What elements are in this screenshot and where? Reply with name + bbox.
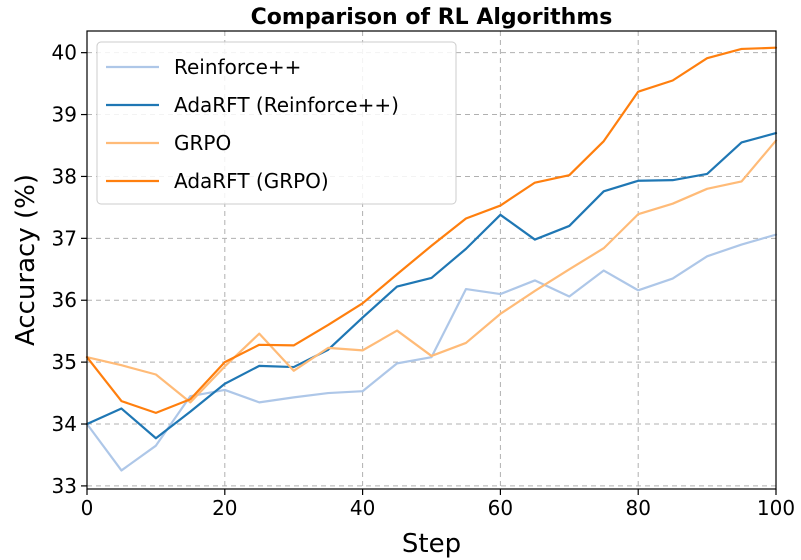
- legend: Reinforce++ AdaRFT (Reinforce++) GRPO AdaRF…: [96, 41, 457, 205]
- series-line-3: [85, 139, 778, 404]
- y-tick-label: 40: [52, 41, 77, 65]
- y-tick-label: 35: [52, 350, 77, 374]
- y-tick-label: 39: [52, 103, 77, 127]
- x-tick-label: 80: [625, 496, 650, 520]
- x-tick-label: 0: [81, 496, 94, 520]
- x-tick-label: 20: [212, 496, 237, 520]
- plot-frame: [86, 30, 777, 490]
- series-lines: [85, 46, 778, 472]
- x-tick-label: 40: [350, 496, 375, 520]
- legend-box: [96, 41, 457, 205]
- x-axis-label: Step: [402, 529, 461, 559]
- legend-label: GRPO: [174, 131, 231, 155]
- chart-title: Comparison of RL Algorithms: [251, 5, 613, 30]
- series-line-2: [85, 132, 778, 440]
- axis-ticks: 0 20 40 60 80 100 33 34 35 36 37 38 39 40: [52, 41, 796, 520]
- legend-label: Reinforce++: [174, 55, 301, 79]
- y-tick-label: 34: [52, 412, 77, 436]
- series-line-1: [85, 233, 778, 472]
- legend-label: AdaRFT (Reinforce++): [174, 93, 399, 117]
- y-tick-label: 37: [52, 226, 77, 250]
- legend-label: AdaRFT (GRPO): [174, 169, 329, 193]
- x-tick-label: 100: [757, 496, 795, 520]
- y-tick-label: 36: [52, 288, 77, 312]
- y-tick-label: 33: [52, 474, 77, 498]
- y-tick-label: 38: [52, 164, 77, 188]
- x-tick-label: 60: [488, 496, 513, 520]
- y-axis-label: Accuracy (%): [11, 174, 41, 346]
- series-line-4: [85, 46, 778, 414]
